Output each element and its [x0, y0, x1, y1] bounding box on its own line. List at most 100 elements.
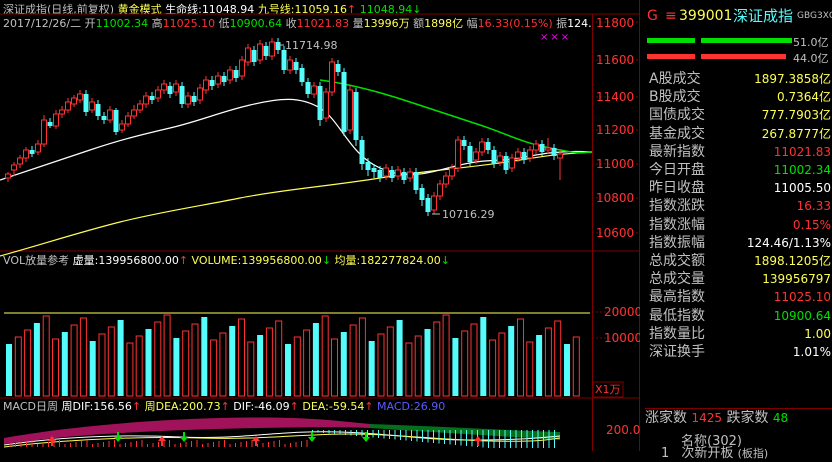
- candle: [83, 90, 89, 116]
- candle: [197, 84, 203, 104]
- sector-list-item[interactable]: 1 次新开板 (板指): [661, 446, 831, 462]
- candle: [431, 192, 437, 214]
- volume-bar: [396, 320, 403, 396]
- open-label: 开: [84, 17, 96, 30]
- volume-bar: [6, 344, 12, 396]
- candle: [185, 92, 191, 108]
- volume-bars: [6, 314, 580, 397]
- volume-bar: [470, 323, 478, 397]
- candle: [317, 82, 323, 126]
- menu-icon[interactable]: ≡: [665, 8, 677, 24]
- volume-bar: [340, 332, 347, 396]
- kline-chart[interactable]: 11714.98 10716.29 11800 11600 11400 1120…: [0, 0, 640, 451]
- volume-bar: [191, 323, 199, 397]
- stat-value: 11005.50: [773, 181, 831, 196]
- volume-bar: [433, 321, 441, 397]
- avg-volume-label: 均量:: [334, 254, 361, 267]
- stat-label: 指数振幅: [649, 234, 705, 251]
- candle: [311, 82, 317, 98]
- chart-title: 深证成指(日线,前复权): [3, 3, 115, 16]
- candle: [443, 172, 449, 188]
- stat-row: 总成交量 139956797: [647, 270, 832, 288]
- price-tick: 10600: [596, 226, 634, 240]
- volume-bar: [52, 338, 59, 397]
- header-line-2: 2017/12/26/二 开11002.34 高11025.10 低10900.…: [3, 17, 592, 30]
- volume-tick: 20000: [604, 305, 640, 319]
- stat-label: 最低指数: [649, 307, 705, 324]
- candle: [413, 168, 419, 194]
- macd-signals: [48, 432, 482, 446]
- volume-bar: [265, 327, 273, 397]
- candle: [497, 152, 503, 166]
- life-line-value: 11048.94: [201, 3, 255, 16]
- amount-bar-red-2: [701, 54, 786, 59]
- sector-list-header[interactable]: 名称(302): [681, 434, 742, 449]
- volume-bar: [135, 335, 143, 397]
- stat-row: 指数涨幅 0.15%: [647, 216, 832, 234]
- buy-arrow-icon: [474, 436, 482, 446]
- candle: [251, 46, 257, 66]
- stat-row: 今日开盘 11002.34: [647, 161, 832, 179]
- volume-bar: [508, 326, 515, 396]
- stat-label: 指数量比: [649, 325, 705, 342]
- candle: [341, 68, 347, 136]
- low-annotation: 10716.29: [442, 208, 495, 221]
- price-tick: 10800: [596, 191, 634, 205]
- candle: [485, 138, 491, 154]
- macd-week-band: [4, 417, 370, 444]
- chart-area[interactable]: 深证成指(日线,前复权) 黄金模式 生命线:11048.94 九号线:11059…: [0, 0, 640, 451]
- volume-bar: [554, 320, 562, 397]
- candle: [461, 136, 467, 150]
- high-label: 高: [151, 17, 163, 30]
- volume-bar: [98, 333, 106, 397]
- rise-count-label: 涨家数: [645, 410, 687, 426]
- stat-rows: A股成交 1897.3858亿 B股成交 0.7364亿 国债成交 777.7903亿 基金…: [647, 70, 832, 410]
- ma-short-line: [0, 98, 593, 181]
- stat-row: 基金成交 267.8777亿: [647, 125, 832, 143]
- arrow-up-icon: ↑: [220, 400, 230, 413]
- candle: [545, 138, 551, 154]
- amount-bar-label-1: 51.0亿: [793, 36, 829, 49]
- volume-bar: [452, 338, 459, 396]
- candle: [5, 172, 11, 182]
- volume-label: 量: [352, 17, 364, 30]
- volume-tick: 10000: [604, 331, 640, 345]
- candle: [35, 140, 41, 155]
- candle: [467, 142, 473, 166]
- candle: [131, 105, 137, 119]
- volume-bar: [414, 335, 422, 397]
- volume-bar: [386, 326, 394, 397]
- stat-value: 777.7903亿: [761, 108, 831, 123]
- candle: [389, 166, 395, 182]
- candle: [293, 58, 299, 74]
- volume-bar: [424, 329, 431, 396]
- price-annotations: 11714.98 10716.29: [278, 39, 495, 221]
- price-tick: 11400: [596, 90, 634, 104]
- volume-bar: [489, 339, 497, 397]
- sector-index: 1: [661, 446, 670, 461]
- stat-value: 11002.34: [773, 163, 831, 177]
- group-badge[interactable]: G: [647, 8, 658, 24]
- candle: [335, 60, 341, 76]
- arrow-down-icon: ↓: [440, 254, 450, 267]
- buy-arrow-icon: [48, 436, 56, 446]
- week-dea-value: 200.73: [182, 400, 221, 413]
- header-line-1: 深证成指(日线,前复权) 黄金模式 生命线:11048.94 九号线:11059…: [3, 3, 421, 16]
- macd-label: MACD:: [377, 400, 414, 413]
- volume-bar: [70, 324, 78, 397]
- amount-bar-label-2: 44.0亿: [793, 52, 829, 65]
- candle: [167, 82, 173, 98]
- candle: [359, 136, 365, 170]
- volume-bar: [107, 326, 115, 397]
- candle: [17, 155, 23, 168]
- stat-label: 总成交额: [649, 253, 705, 269]
- stat-value: 139956797: [762, 272, 831, 287]
- candle: [365, 158, 371, 176]
- candle: [419, 184, 425, 206]
- candle: [329, 58, 335, 96]
- quote-title-bar[interactable]: G ≡ 399001 深证成指 GBG3XG1: [641, 5, 832, 27]
- nine-line-label: 九号线:: [257, 3, 295, 16]
- stat-row: 最低指数 10900.64: [647, 307, 832, 325]
- candle: [533, 140, 539, 154]
- candle: [59, 106, 65, 118]
